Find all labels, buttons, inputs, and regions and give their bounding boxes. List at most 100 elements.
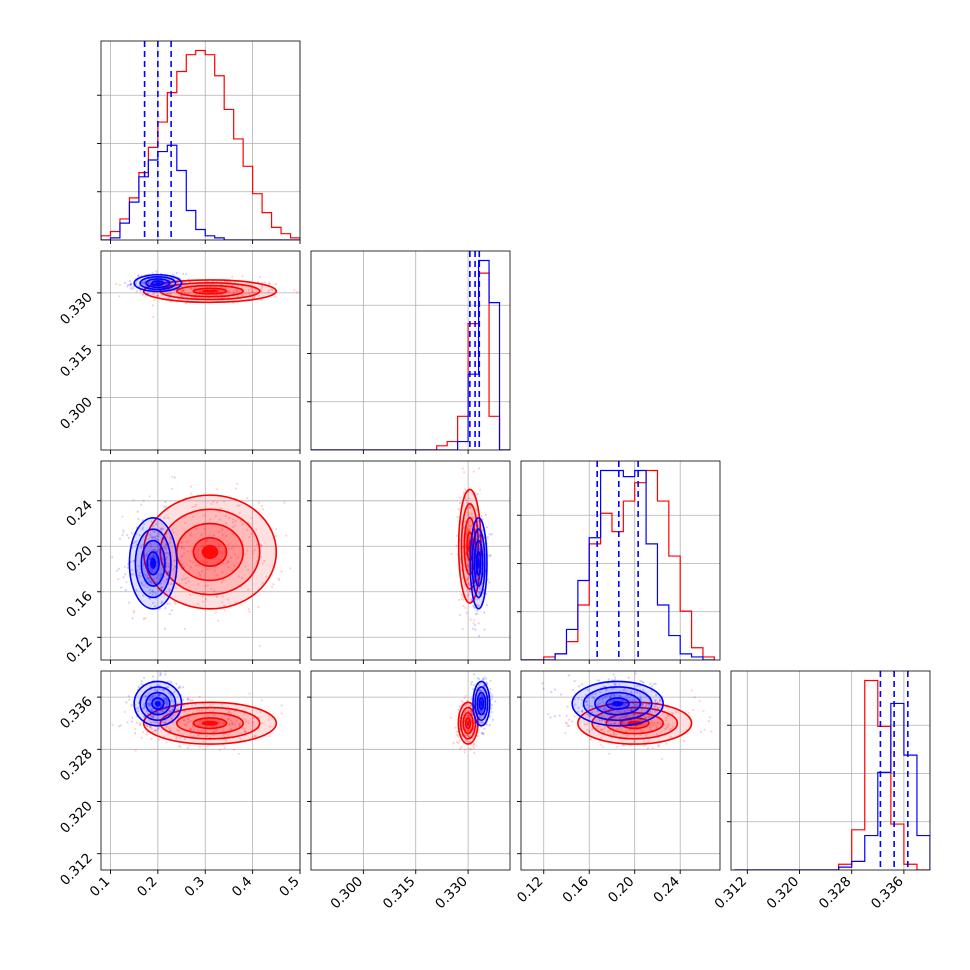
sample-point-blue: [125, 534, 129, 537]
sample-point-blue: [142, 280, 145, 284]
sample-point-red: [224, 534, 228, 537]
sample-point-red: [138, 722, 142, 725]
sample-point-red: [186, 746, 189, 749]
sample-point-blue: [132, 287, 135, 290]
sample-point-blue: [477, 634, 481, 637]
sample-point-red: [228, 724, 231, 727]
sample-point-blue: [602, 707, 605, 711]
sample-point-blue: [164, 697, 167, 700]
density: [111, 671, 283, 755]
sample-point-red: [213, 708, 216, 711]
sample-point-red: [243, 731, 246, 734]
sample-point-red: [469, 740, 472, 743]
sample-point-red: [244, 730, 247, 733]
sample-point-red: [197, 583, 200, 586]
sample-point-red: [148, 725, 151, 728]
sample-point-blue: [149, 545, 153, 548]
sample-point-blue: [150, 570, 154, 573]
sample-point-red: [198, 733, 201, 736]
sample-point-red: [140, 736, 143, 739]
sample-point-red: [465, 611, 468, 615]
sample-point-blue: [175, 280, 179, 284]
sample-point-red: [151, 292, 154, 296]
sample-point-red: [204, 748, 207, 751]
sample-point-blue: [630, 709, 633, 712]
sample-point-blue: [138, 571, 142, 574]
sample-point-blue: [150, 695, 153, 698]
sample-point-red: [260, 544, 263, 547]
sample-point-blue: [152, 695, 155, 698]
sample-point-red: [263, 559, 266, 562]
y-axis-3-0: 0.312 0.320 0.328 0.336: [57, 694, 101, 889]
sample-point-red: [121, 515, 124, 518]
sample-point-red: [168, 292, 171, 296]
sample-point-blue: [149, 533, 152, 536]
sample-point-blue: [490, 703, 493, 707]
density: [449, 673, 497, 755]
sample-point-blue: [649, 682, 652, 685]
sample-point-blue: [151, 593, 154, 596]
x-tick-label: 0.328: [816, 874, 855, 913]
sample-point-blue: [614, 722, 617, 726]
sample-point-blue: [154, 582, 157, 585]
sample-point-red: [466, 714, 469, 718]
sample-point-blue: [170, 582, 173, 586]
sample-point-red: [185, 301, 188, 305]
sample-point-red: [130, 288, 133, 291]
sample-point-red: [283, 501, 286, 504]
sample-point-blue: [157, 695, 160, 698]
x-tick-label: 0.5: [276, 874, 303, 901]
sample-point-blue: [151, 731, 154, 734]
sample-point-red: [626, 720, 630, 723]
sample-point-blue: [165, 714, 168, 717]
sample-point-red: [175, 735, 179, 739]
sample-point-blue: [625, 693, 628, 697]
sample-point-blue: [471, 516, 474, 519]
density: [450, 467, 493, 637]
sample-point-blue: [156, 711, 159, 714]
sample-point-red: [252, 296, 255, 299]
sample-point-red: [218, 720, 221, 723]
sample-point-blue: [630, 690, 633, 693]
sample-point-red: [222, 729, 225, 732]
sample-point-blue: [151, 715, 154, 718]
sample-point-blue: [142, 718, 146, 721]
sample-point-blue: [476, 609, 479, 612]
sample-point-red: [458, 739, 461, 742]
sample-point-blue: [147, 576, 150, 579]
sample-point-blue: [584, 693, 588, 697]
sample-point-red: [455, 733, 459, 736]
sample-point-red: [166, 704, 169, 707]
sample-point-blue: [178, 685, 181, 688]
sample-point-red: [478, 587, 481, 590]
sample-point-red: [243, 727, 246, 730]
sample-point-red: [463, 697, 466, 700]
sample-point-blue: [155, 711, 159, 715]
sample-point-blue: [152, 555, 156, 558]
sample-point-blue: [478, 695, 481, 698]
sample-point-blue: [146, 702, 149, 706]
sample-point-red: [267, 718, 271, 721]
sample-point-blue: [165, 707, 168, 710]
sample-point-red: [251, 720, 254, 724]
sample-point-blue: [164, 551, 168, 554]
sample-point-red: [244, 718, 247, 721]
sample-point-red: [702, 709, 705, 713]
panel-3-2: [520, 670, 721, 871]
density-peak-red: [201, 289, 219, 293]
sample-point-blue: [153, 548, 156, 551]
contour-blue: [128, 517, 178, 610]
density-peak-blue: [150, 557, 157, 570]
sample-point-blue: [148, 708, 152, 711]
sample-point-blue: [473, 673, 476, 676]
y-tick-label: 0.24: [63, 497, 96, 530]
sample-point-red: [209, 703, 212, 706]
sample-point-blue: [149, 580, 153, 583]
sample-point-red: [257, 605, 260, 609]
sample-point-blue: [175, 682, 178, 685]
sample-point-red: [247, 722, 250, 725]
sample-point-blue: [156, 550, 159, 553]
sample-point-red: [145, 733, 148, 736]
x-tick-label: 0.1: [87, 874, 114, 901]
sample-point-blue: [165, 702, 168, 705]
